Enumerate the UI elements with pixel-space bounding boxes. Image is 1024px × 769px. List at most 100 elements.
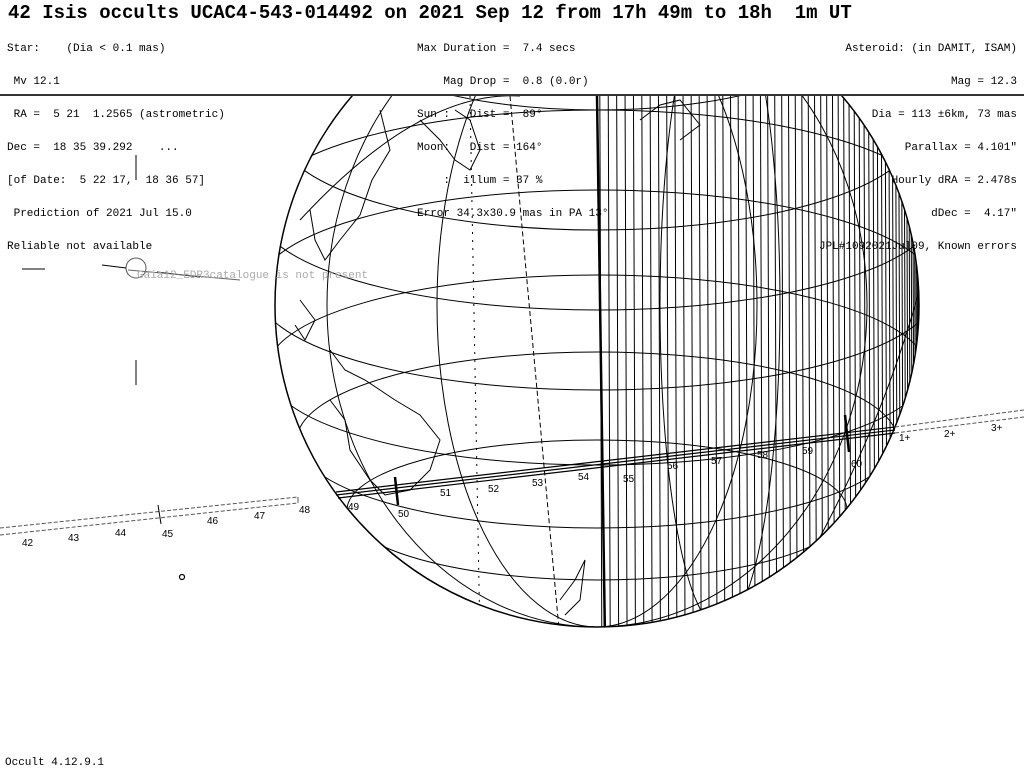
hatch-line xyxy=(698,96,702,627)
hatch-line xyxy=(759,96,763,627)
hatch-line xyxy=(774,96,778,627)
event-line: Moon: Dist = 164° xyxy=(417,142,543,154)
hatch-line xyxy=(690,96,694,627)
asteroid-line: Hourly dRA = 2.478s xyxy=(891,175,1017,187)
hatch-line xyxy=(706,96,710,627)
hatch-line xyxy=(814,96,818,627)
event-line: : illum = 37 % xyxy=(417,175,543,187)
star-info: Star: (Dia < 0.1 mas) Mv 12.1 RA = 5 21 … xyxy=(7,22,225,264)
hatch-line xyxy=(868,96,872,627)
asteroid-info: Asteroid: (in DAMIT, ISAM) Mag = 12.3 Di… xyxy=(819,22,1017,264)
track-time-label: 50 xyxy=(398,509,410,520)
hatch-line xyxy=(884,96,888,627)
hatch-line xyxy=(666,96,670,627)
track-time-label: 45 xyxy=(162,529,174,540)
hatch-line xyxy=(908,96,912,627)
version-label: Occult 4.12.9.1 xyxy=(5,757,105,769)
track-time-label: 3+ xyxy=(991,423,1003,434)
track-time-label: 56 xyxy=(667,461,679,472)
star-line: Star: (Dia < 0.1 mas) xyxy=(7,43,166,55)
hatch-line xyxy=(682,96,686,627)
star-line: [of Date: 5 22 17, 18 36 57] xyxy=(7,175,206,187)
hatch-line xyxy=(781,96,785,627)
hatch-line xyxy=(820,96,824,627)
hatch-line xyxy=(880,96,884,627)
event-line: Mag Drop = 0.8 (0.0r) xyxy=(417,76,589,88)
track-time-label: 44 xyxy=(115,528,127,539)
hatch-line xyxy=(624,96,628,627)
track-time-label: 54 xyxy=(578,472,590,483)
hatch-line xyxy=(674,96,678,627)
hatch-line xyxy=(898,96,902,627)
dashed-limit-line xyxy=(509,96,561,627)
hatch-line xyxy=(863,96,867,627)
occultation-path xyxy=(0,409,1024,536)
terminator-line xyxy=(595,96,607,627)
star-position-marker xyxy=(22,155,241,385)
dotted-limit-line xyxy=(469,96,481,627)
hatch-line xyxy=(788,96,792,627)
hatch-line xyxy=(888,96,892,627)
hatch-line xyxy=(737,96,741,627)
occultation-map: 42 43 44 45 46 47 48 49 50 51 52 53 54 55 56 57 58 59 60 1+… xyxy=(0,96,1024,628)
hatch-line xyxy=(745,96,749,627)
track-time-label: 52 xyxy=(488,484,500,495)
hatch-line xyxy=(649,96,653,627)
catalogue-warning: Gaia12_EDR3catalogue is not present xyxy=(137,270,369,282)
hatch-line xyxy=(837,96,841,627)
hatch-line xyxy=(616,96,620,627)
hatch-line xyxy=(900,96,904,627)
asteroid-line: Asteroid: (in DAMIT, ISAM) xyxy=(845,43,1017,55)
hatch-line xyxy=(872,96,876,627)
hatch-line xyxy=(722,96,726,627)
track-time-label: 1+ xyxy=(899,433,911,444)
track-time-label: 60 xyxy=(851,459,863,470)
header-divider xyxy=(0,94,1024,96)
track-time-label: 49 xyxy=(348,502,360,513)
event-line: Sun : Dist = 89° xyxy=(417,109,543,121)
hatch-line xyxy=(853,96,857,627)
track-time-label: 43 xyxy=(68,533,80,544)
star-line: RA = 5 21 1.2565 (astrometric) xyxy=(7,109,225,121)
track-time-label: 59 xyxy=(802,446,814,457)
hatch-line xyxy=(730,96,734,627)
track-time-label: 2+ xyxy=(944,429,956,440)
hatch-line xyxy=(917,96,919,627)
globe-limb xyxy=(274,96,920,628)
hatch-line xyxy=(918,96,919,627)
hatch-line xyxy=(641,96,645,627)
track-time-label: 48 xyxy=(299,505,311,516)
night-side-hatching xyxy=(599,96,919,627)
track-time-label: 46 xyxy=(207,516,219,527)
asteroid-line: Parallax = 4.101" xyxy=(904,142,1017,154)
star-line: Mv 12.1 xyxy=(7,76,60,88)
star-line: Dec = 18 35 39.292 ... xyxy=(7,142,179,154)
hatch-line xyxy=(916,96,919,627)
hatch-line xyxy=(895,96,899,627)
hatch-line xyxy=(913,96,917,627)
hatch-line xyxy=(858,96,862,627)
track-time-label: 57 xyxy=(711,456,723,467)
page-title: 42 Isis occults UCAC4-543-014492 on 2021… xyxy=(8,2,852,24)
track-time-label: 42 xyxy=(22,538,34,549)
hatch-line xyxy=(801,96,805,627)
hatch-line xyxy=(906,96,910,627)
track-time-label: 47 xyxy=(254,511,266,522)
hatch-line xyxy=(917,96,919,627)
star-line: Prediction of 2021 Jul 15.0 xyxy=(7,208,192,220)
asteroid-line: Mag = 12.3 xyxy=(950,76,1017,88)
hatch-line xyxy=(914,96,918,627)
hatch-line xyxy=(848,96,852,627)
coastlines xyxy=(294,99,701,616)
track-time-label: 53 xyxy=(532,478,544,489)
hatch-line xyxy=(714,96,718,627)
hatch-line xyxy=(632,96,636,627)
hatch-line xyxy=(903,96,907,627)
asteroid-line: JPL#1092021Jul09, Known errors xyxy=(818,241,1017,253)
track-time-label: 55 xyxy=(623,474,635,485)
hatch-line xyxy=(918,96,919,627)
track-time-label: 51 xyxy=(440,488,452,499)
hatch-line xyxy=(657,96,661,627)
asteroid-line: dDec = 4.17" xyxy=(931,208,1017,220)
hatch-line xyxy=(826,96,830,627)
